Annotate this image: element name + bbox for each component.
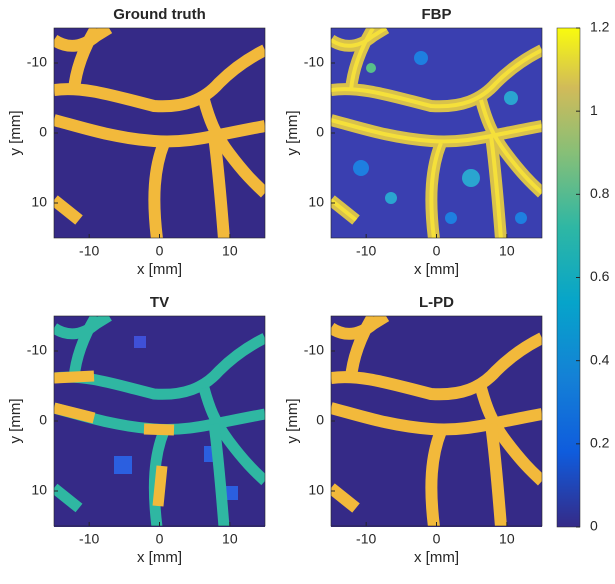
image-panel (54, 316, 265, 527)
x-tick-label: 0 (156, 243, 164, 259)
x-tick-label: 0 (433, 531, 441, 547)
y-tick-label: 0 (316, 124, 324, 140)
colorbar-tick-label: 0.6 (590, 268, 610, 284)
colorbar-tick-label: 1.2 (590, 19, 610, 35)
colorbar-tick-label: 0.2 (590, 435, 610, 451)
y-tick-label: 10 (308, 194, 324, 210)
y-tick-label: -10 (27, 342, 47, 358)
panel-title: L-PD (419, 294, 454, 311)
colorbar-tick-label: 0 (590, 518, 598, 534)
image-panel (331, 316, 542, 527)
y-tick-label: -10 (27, 54, 47, 70)
x-tick-label: -10 (356, 531, 376, 547)
x-tick-label: 10 (222, 531, 238, 547)
y-axis-label: y [mm] (284, 399, 301, 444)
y-tick-label: 0 (39, 412, 47, 428)
y-tick-label: 0 (316, 412, 324, 428)
x-tick-label: -10 (79, 531, 99, 547)
y-tick-label: -10 (304, 54, 324, 70)
panel-title: FBP (422, 6, 452, 23)
panel-title: Ground truth (113, 6, 205, 23)
x-axis-label: x [mm] (137, 549, 182, 566)
y-tick-label: 10 (31, 482, 47, 498)
y-tick-label: -10 (304, 342, 324, 358)
x-tick-label: -10 (79, 243, 99, 259)
image-panel (54, 28, 265, 239)
figure: Ground truth-10010-10010x [mm]y [mm]FBP-… (0, 0, 615, 579)
y-tick-label: 0 (39, 124, 47, 140)
y-axis-label: y [mm] (7, 399, 24, 444)
panel-title: TV (150, 294, 169, 311)
image-panel (331, 28, 542, 239)
x-tick-label: -10 (356, 243, 376, 259)
y-tick-label: 10 (308, 482, 324, 498)
colorbar-tick-label: 0.4 (590, 351, 610, 367)
y-axis-label: y [mm] (7, 111, 24, 156)
x-axis-label: x [mm] (414, 549, 459, 566)
x-tick-label: 0 (156, 531, 164, 547)
y-axis-label: y [mm] (284, 111, 301, 156)
x-axis-label: x [mm] (137, 261, 182, 278)
y-tick-label: 10 (31, 194, 47, 210)
x-tick-label: 0 (433, 243, 441, 259)
x-tick-label: 10 (499, 531, 515, 547)
colorbar-tick-label: 1 (590, 102, 598, 118)
x-axis-label: x [mm] (414, 261, 459, 278)
colorbar-tick-label: 0.8 (590, 185, 610, 201)
x-tick-label: 10 (499, 243, 515, 259)
x-tick-label: 10 (222, 243, 238, 259)
